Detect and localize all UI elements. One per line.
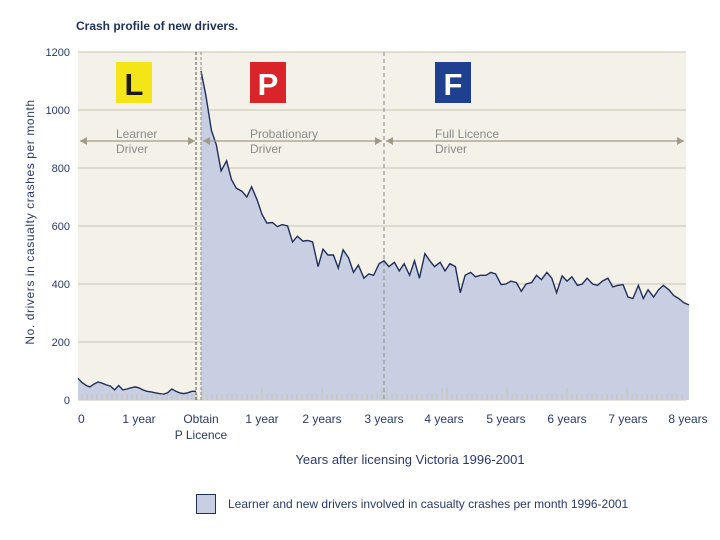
y-tick-label-5: 1000 <box>46 105 70 117</box>
x-tick-label-3: 1 year <box>245 412 278 426</box>
x-tick-label-1: 1 year <box>122 412 155 426</box>
phase-arrowhead-left-0 <box>80 137 87 145</box>
phase-arrowhead-right-2 <box>677 137 684 145</box>
phase-label-2-1: Driver <box>435 142 467 156</box>
y-tick-label-0: 0 <box>64 395 70 407</box>
phase-arrowhead-left-2 <box>386 137 393 145</box>
licensed-area <box>201 70 689 401</box>
legend: Learner and new drivers involved in casu… <box>196 494 628 514</box>
learner-line <box>77 377 196 395</box>
legend-label: Learner and new drivers involved in casu… <box>228 497 629 511</box>
x-tick-label-6: 4 years <box>424 412 463 426</box>
phase-badge-letter-p: P <box>258 67 279 102</box>
phase-label-2-0: Full Licence <box>435 127 499 141</box>
legend-swatch <box>196 494 216 514</box>
y-tick-label-4: 800 <box>52 163 70 175</box>
licensed-line <box>200 70 690 306</box>
phase-arrowhead-right-1 <box>375 137 382 145</box>
x-axis-label: Years after licensing Victoria 1996-2001 <box>295 452 525 467</box>
x-tick-label-0: 0 <box>78 412 85 426</box>
phase-badge-letter-f: F <box>444 67 463 102</box>
x-tick-label-2-0: Obtain <box>183 412 218 426</box>
phase-arrowhead-left-1 <box>203 137 210 145</box>
x-tick-label-8: 6 years <box>547 412 586 426</box>
phase-label-1-0: Probationary <box>250 127 318 141</box>
chart-title: Crash profile of new drivers. <box>76 19 239 33</box>
x-tick-label-9: 7 years <box>608 412 647 426</box>
y-tick-label-6: 1200 <box>46 47 70 59</box>
phase-badge-l <box>116 62 152 103</box>
phase-label-1-1: Driver <box>250 142 282 156</box>
phase-badge-p <box>250 62 286 103</box>
x-tick-label-7: 5 years <box>486 412 525 426</box>
x-tick-label-2-1: P Licence <box>175 428 228 442</box>
y-tick-label-3: 600 <box>52 221 70 233</box>
phase-label-0-0: Learner <box>116 127 157 141</box>
phase-label-0-1: Driver <box>116 142 148 156</box>
x-tick-label-4: 2 years <box>302 412 341 426</box>
y-tick-label-2: 400 <box>52 279 70 291</box>
x-tick-label-10: 8 years <box>668 412 707 426</box>
phase-arrowhead-right-0 <box>188 137 195 145</box>
x-tick-label-5: 3 years <box>364 412 403 426</box>
phase-badge-letter-l: L <box>125 67 144 102</box>
phase-badge-f <box>435 62 471 103</box>
y-tick-label-1: 200 <box>52 337 70 349</box>
